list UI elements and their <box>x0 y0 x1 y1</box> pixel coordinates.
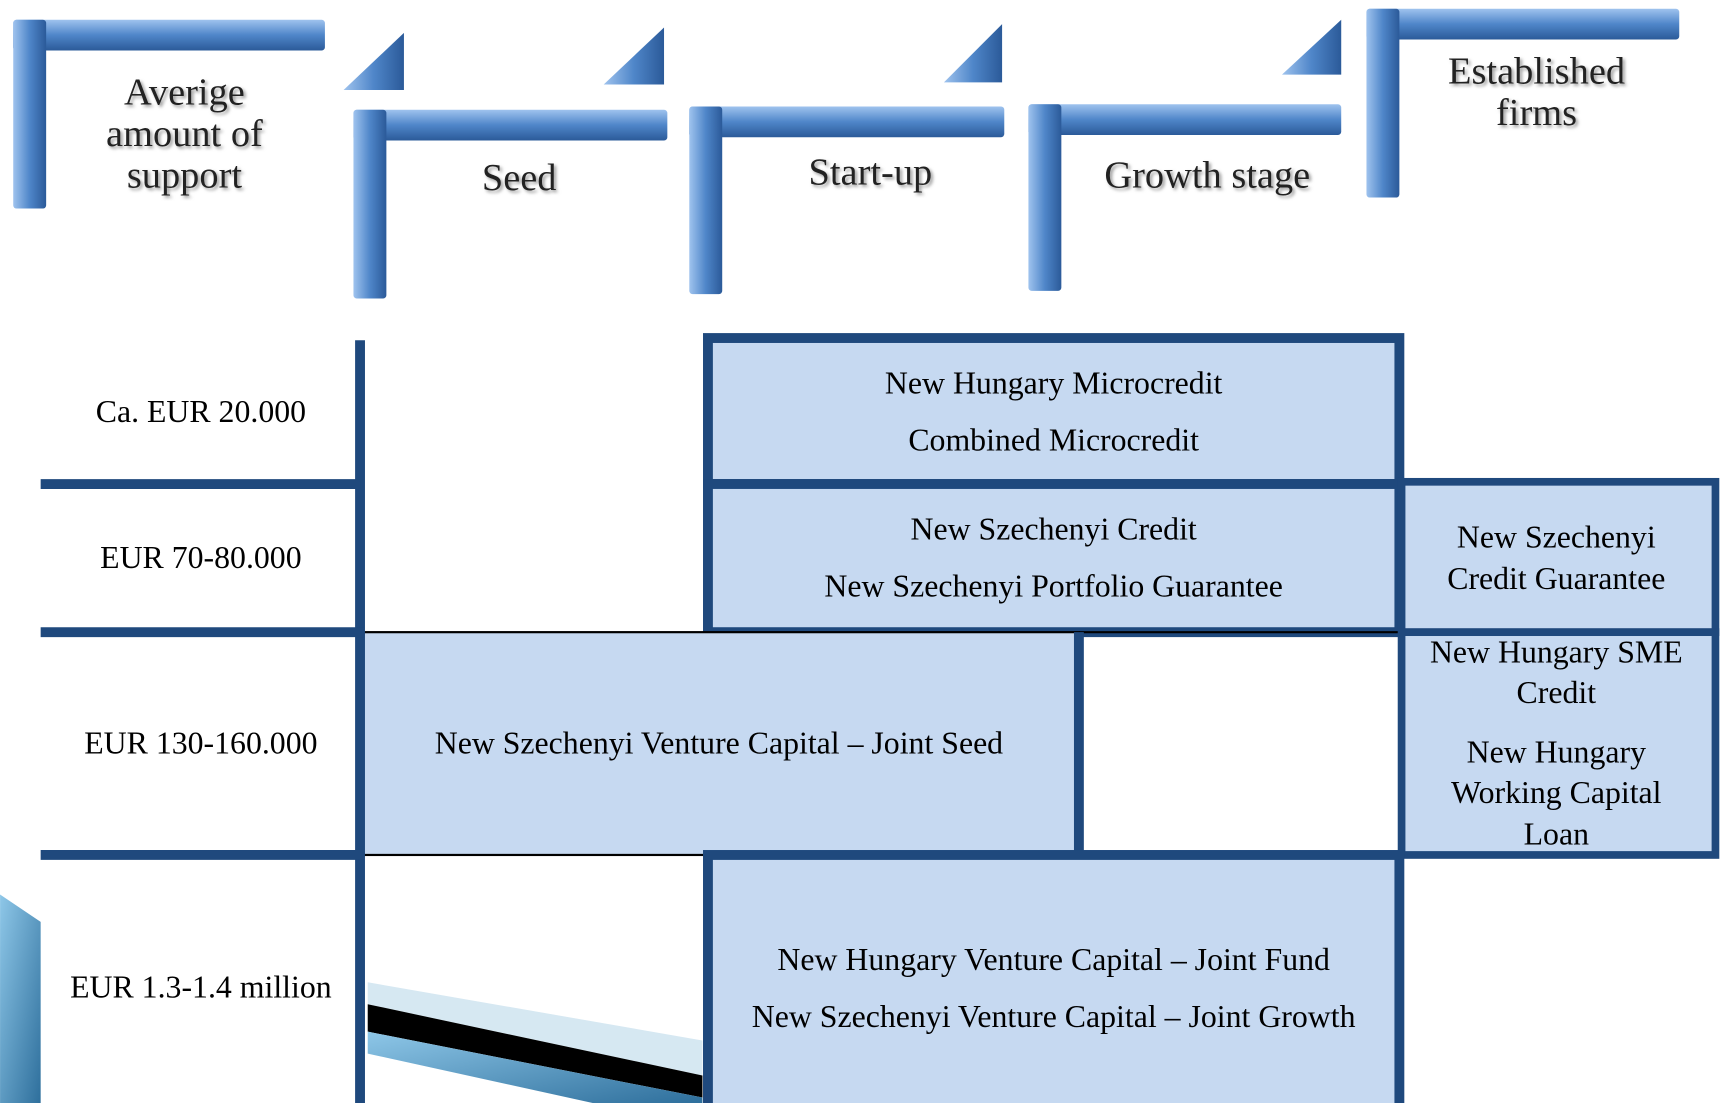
cell-text: Combined Microcredit <box>908 423 1199 458</box>
header-label: Growth stage <box>1104 155 1310 197</box>
bracket-arrow <box>943 24 1003 83</box>
bracket-arrow <box>1281 19 1342 75</box>
bracket-post <box>13 19 47 209</box>
bracket-post <box>1366 8 1400 198</box>
cell-text: New Szechenyi Venture Capital – Joint Se… <box>435 726 1003 761</box>
row-label: Ca. EUR 20.000 <box>96 394 306 429</box>
bracket-bar <box>1366 8 1680 40</box>
bracket-post <box>353 109 387 299</box>
header-label: Start-up <box>809 151 933 193</box>
bracket-arrow <box>343 32 404 90</box>
cell-text: New Hungary <box>1467 734 1646 769</box>
row-label: EUR 1.3-1.4 million <box>70 969 332 1004</box>
bracket-bar <box>353 109 668 141</box>
header-label: firms <box>1496 92 1577 134</box>
header-label: Seed <box>482 157 557 199</box>
row-label: EUR 130-160.000 <box>84 726 317 761</box>
bracket-bar <box>13 19 325 51</box>
bracket-post <box>689 106 723 295</box>
cell-text: Loan <box>1524 817 1589 852</box>
header-brackets <box>13 8 1680 299</box>
bracket-post <box>1028 104 1062 291</box>
header-label: Established <box>1448 50 1625 92</box>
decoration <box>0 894 703 1103</box>
table <box>40 333 1720 1103</box>
header-label: support <box>127 155 243 197</box>
bracket-bar <box>689 106 1005 138</box>
cell-text: New Hungary SME <box>1430 635 1683 670</box>
cell-text: New Szechenyi Credit <box>911 512 1197 547</box>
cell-text: New Szechenyi <box>1457 519 1656 554</box>
cell-text: Working Capital <box>1451 775 1662 810</box>
cell-text: New Szechenyi Portfolio Guarantee <box>824 569 1282 604</box>
cell-text: Credit <box>1517 675 1597 710</box>
cell-text: New Szechenyi Venture Capital – Joint Gr… <box>752 999 1356 1034</box>
cell-text: Credit Guarantee <box>1447 561 1665 596</box>
cell-text: New Hungary Microcredit <box>885 366 1223 401</box>
bracket-arrow <box>603 27 665 85</box>
header-label: amount of <box>106 113 263 155</box>
row-label: EUR 70-80.000 <box>100 540 301 575</box>
header-label: Averige <box>124 71 245 113</box>
bracket-bar <box>1028 104 1342 135</box>
cell-text: New Hungary Venture Capital – Joint Fund <box>777 942 1330 977</box>
